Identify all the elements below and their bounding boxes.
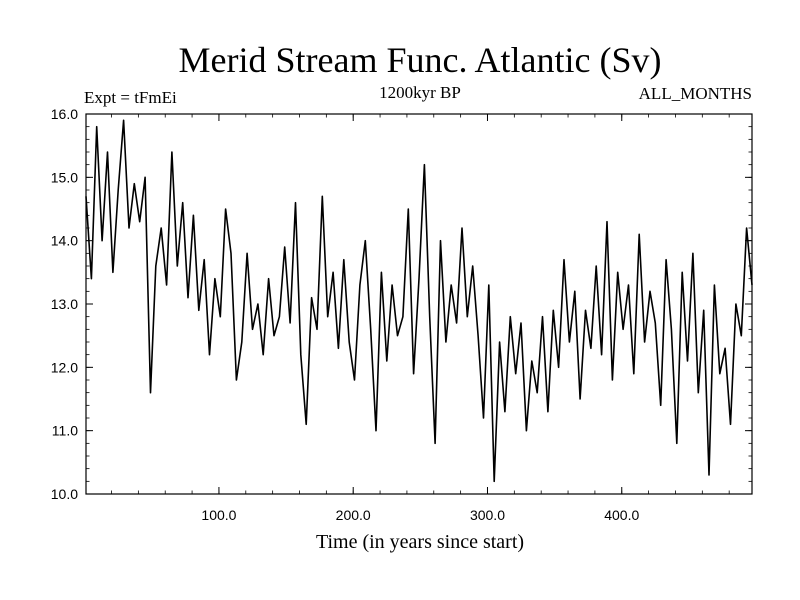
x-tick-label: 400.0 (604, 507, 639, 523)
series-line (85, 119, 753, 483)
months-label: ALL_MONTHS (639, 84, 752, 103)
x-tick-label: 200.0 (336, 507, 371, 523)
y-tick-label: 16.0 (51, 106, 78, 122)
experiment-label: Expt = tFmEi (84, 88, 177, 107)
y-tick-label: 10.0 (51, 486, 78, 502)
y-tick-label: 12.0 (51, 359, 78, 375)
y-tick-label: 11.0 (52, 423, 78, 439)
y-tick-label: 13.0 (51, 296, 78, 312)
plot-area: 10.0 11.0 12.0 13.0 14.0 15.0 16.0 100.0 200.0 30… (51, 106, 753, 523)
chart-title: Merid Stream Func. Atlantic (Sv) (179, 40, 662, 80)
y-tick-label: 15.0 (51, 169, 78, 185)
chart-subtitle: 1200kyr BP (379, 83, 461, 102)
y-tick-label: 14.0 (51, 233, 78, 249)
x-tick-label: 100.0 (201, 507, 236, 523)
x-axis-label: Time (in years since start) (316, 531, 524, 553)
x-tick-label: 300.0 (470, 507, 505, 523)
